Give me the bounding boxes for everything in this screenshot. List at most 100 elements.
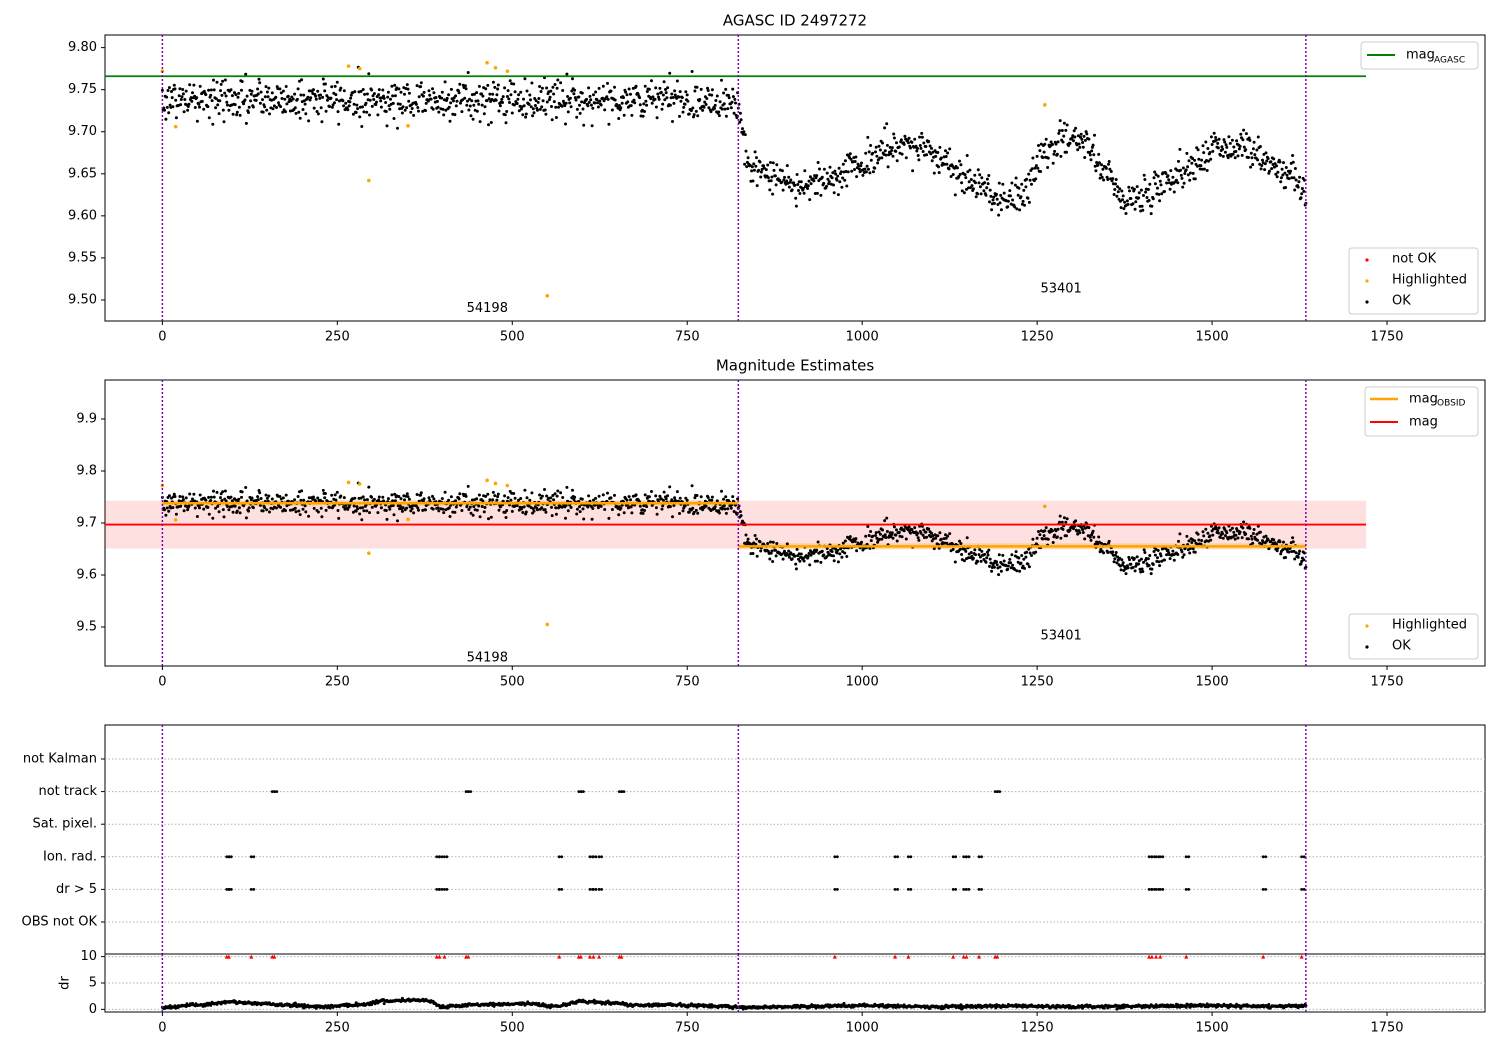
ok-point (1018, 208, 1022, 212)
ok-point (974, 553, 977, 557)
ok-point (1052, 152, 1056, 156)
ok-point (1294, 178, 1298, 182)
ok-point (167, 111, 171, 115)
flag-point (225, 855, 229, 859)
ok-point (1002, 559, 1006, 563)
ok-point (200, 99, 204, 103)
flag-point (1264, 888, 1268, 891)
legend-label: not OK (1392, 252, 1437, 267)
ok-point (771, 540, 775, 544)
ok-point (985, 186, 989, 190)
ok-point (361, 495, 365, 499)
ok-point (314, 94, 318, 98)
ok-point (483, 506, 487, 509)
ok-point (1037, 144, 1040, 147)
ok-point (294, 510, 298, 514)
ok-point (475, 91, 479, 95)
ok-point (436, 506, 440, 510)
ok-point (1083, 156, 1087, 159)
ok-point (222, 515, 226, 519)
ok-point (1092, 153, 1096, 157)
ok-point (1106, 178, 1110, 181)
flag-point (1261, 888, 1265, 891)
ok-point (904, 537, 908, 541)
ok-point (953, 560, 957, 564)
ok-point (929, 152, 933, 156)
ok-point (866, 525, 870, 528)
ok-point (1188, 171, 1192, 175)
ok-point (983, 552, 987, 556)
ok-point (377, 495, 381, 499)
ok-point (409, 110, 413, 114)
ok-point (1137, 562, 1141, 566)
ok-point (323, 496, 327, 500)
ok-point (393, 83, 397, 87)
ok-point (1193, 158, 1197, 162)
ok-point (1235, 139, 1239, 143)
highlighted-point (367, 551, 371, 555)
ok-point (881, 141, 884, 145)
ok-point (1107, 162, 1110, 166)
ok-point (645, 103, 649, 107)
ok-point (1109, 170, 1113, 173)
ok-point (1114, 182, 1117, 186)
ok-point (1035, 154, 1039, 158)
ok-point (1076, 148, 1080, 152)
ok-point (319, 93, 322, 97)
ok-point (237, 105, 241, 109)
ok-point (1157, 560, 1161, 564)
ok-point (759, 170, 763, 174)
ok-point (437, 509, 441, 513)
flag-point (1147, 855, 1151, 859)
ok-point (1190, 161, 1194, 165)
ok-point (545, 494, 549, 498)
ok-point (263, 506, 267, 510)
ok-point (475, 508, 479, 512)
ok-point (400, 509, 404, 513)
ok-point (1180, 176, 1184, 180)
ok-point (1260, 164, 1264, 167)
ok-point (949, 175, 953, 178)
ok-point (550, 505, 553, 509)
ok-point (947, 167, 951, 171)
ok-point (543, 488, 546, 491)
ok-point (619, 106, 623, 110)
ok-point (1184, 168, 1188, 172)
ok-point (1247, 537, 1250, 541)
ok-point (806, 187, 810, 190)
ok-point (1200, 539, 1204, 542)
ok-point (654, 105, 658, 109)
ok-point (549, 496, 553, 500)
ok-point (1221, 536, 1225, 540)
ok-point (1019, 561, 1023, 565)
ok-point (964, 176, 968, 180)
ok-point (1010, 181, 1014, 185)
ok-point (382, 94, 385, 98)
ok-point (320, 120, 324, 124)
ok-point (177, 499, 181, 503)
ok-point (498, 505, 502, 509)
ok-point (625, 498, 629, 502)
ok-point (522, 97, 525, 101)
ok-point (519, 497, 523, 500)
ok-point (820, 175, 824, 179)
ok-point (1293, 557, 1297, 561)
ok-point (793, 554, 797, 558)
ok-point (696, 114, 700, 118)
ok-point (1237, 147, 1241, 151)
ok-point (790, 557, 794, 561)
ok-point (1258, 145, 1262, 148)
ok-point (1228, 141, 1232, 145)
ok-point (532, 509, 536, 513)
ok-point (251, 105, 255, 109)
ok-point (1238, 144, 1242, 148)
chart-title: Magnitude Estimates (716, 357, 874, 375)
ok-point (552, 100, 556, 104)
ok-point (503, 86, 507, 90)
ok-point (334, 93, 338, 97)
ok-point (1009, 561, 1012, 565)
ok-point (552, 498, 556, 502)
ok-point (538, 493, 542, 497)
ok-point (216, 103, 220, 107)
ok-point (240, 80, 244, 83)
